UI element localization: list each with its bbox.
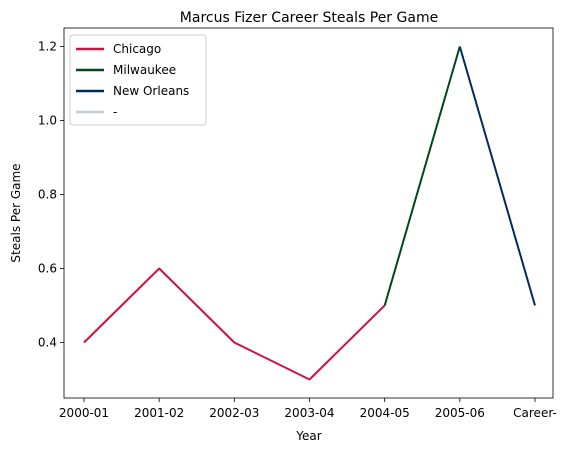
legend: Chicago Milwaukee New Orleans - [69,34,207,126]
series-line-2 [458,46,536,306]
x-tick-label: 2002-03 [209,406,259,420]
x-tick-label: 2000-01 [59,406,109,420]
y-tick-label: 0.4 [38,336,57,350]
y-tick-label: 1.2 [38,40,57,54]
legend-label: New Orleans [113,84,189,98]
x-axis-label: Year [295,429,321,443]
plot-frame [63,27,554,399]
y-tick-label: 0.6 [38,262,57,276]
legend-label: - [113,105,117,119]
legend-label: Chicago [113,42,161,56]
legend-box [69,34,207,126]
series-line-1 [383,46,461,306]
x-tick-label: 2004-05 [360,406,410,420]
y-axis-label: Steals Per Game [9,163,23,262]
chart-title: Marcus Fizer Career Steals Per Game [180,10,438,26]
y-tick-label: 1.0 [38,114,57,128]
x-tick-label: Career- [513,406,557,420]
x-tick-label: 2003-04 [284,406,334,420]
series-line-0 [83,267,386,381]
legend-label: Milwaukee [113,63,176,77]
x-tick-label: 2005-06 [435,406,485,420]
x-tick-label: 2001-02 [134,406,184,420]
y-tick-label: 0.8 [38,188,57,202]
